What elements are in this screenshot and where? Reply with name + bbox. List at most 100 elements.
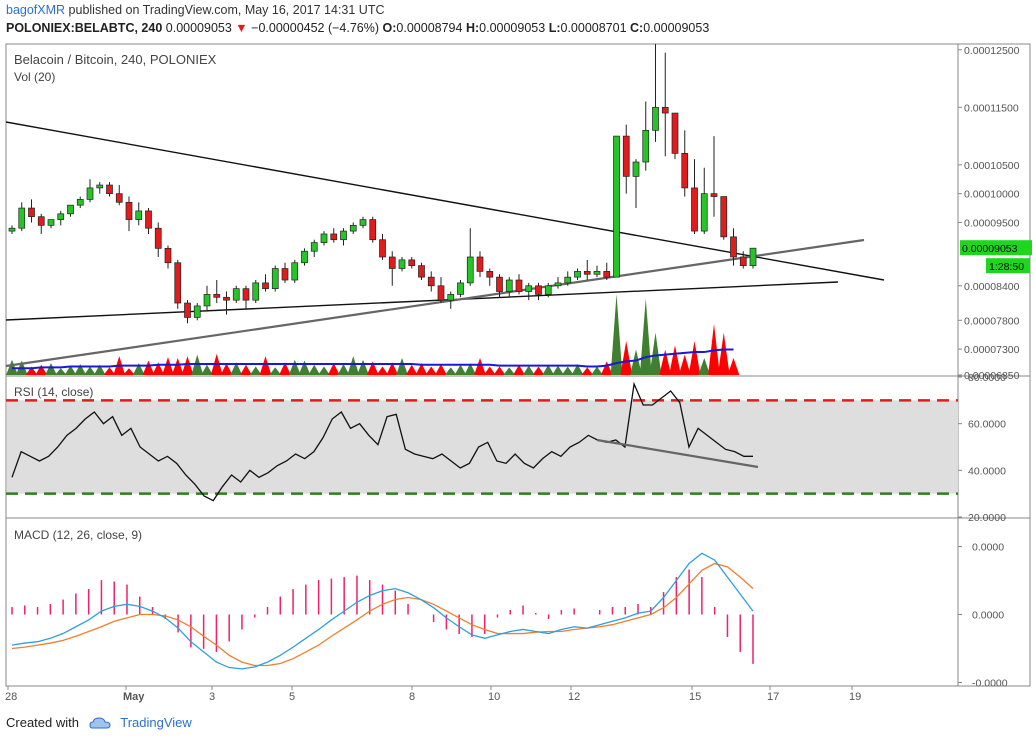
volume-mark [181,356,194,375]
candle-body [476,256,484,272]
candle-body [47,219,55,226]
last-price-tag-label: 0.00009053 [962,243,1018,255]
candle-body [418,265,425,278]
volume-mark [513,364,525,375]
candle-body [437,285,445,301]
volume-mark [493,366,506,375]
price-title: Belacoin / Bitcoin, 240, POLONIEX [14,52,217,67]
candle-body [603,271,611,278]
candle-body [388,256,396,269]
volume-mark [386,362,399,375]
macd-title: MACD (12, 26, close, 9) [14,528,142,542]
volume-mark [220,363,233,375]
volume-mark [54,368,67,375]
candle-body [57,213,65,220]
y-tick-label: 0.00012500 [964,45,1020,57]
candle-body [671,112,679,154]
candle-body [574,271,581,278]
volume-mark [103,367,116,375]
rsi-title: RSI (14, close) [14,385,93,399]
candle-body [281,268,289,281]
x-tick-label: 10 [488,691,500,703]
candle-body [700,193,708,232]
volume-mark [201,364,213,375]
volume-mark [659,349,672,375]
volume-mark [132,363,145,375]
candle-body [291,262,299,281]
candle-body [622,135,630,177]
candle-body [76,199,84,206]
volume-mark [405,364,418,375]
rsi-y-tick-label: 60.0000 [968,419,1006,431]
high-label: H: [465,21,480,35]
volume-mark [425,366,438,375]
candle-body [349,224,357,232]
candle-body [252,282,260,301]
volume-mark [600,361,613,375]
volume-mark [279,362,291,375]
macd-y-tick-label: 0.0000 [972,610,1004,622]
last-price-tag [960,240,1032,256]
candle-body [67,204,74,215]
candle-body [466,256,474,284]
candle-body [262,282,269,290]
last-price: 0.00009053 [165,21,232,35]
candle-body [223,296,230,301]
down-arrow-icon: ▼ [235,21,248,35]
rsi-band [7,400,958,494]
volume-mark [64,365,77,375]
candle-body [145,210,152,229]
candle-body [154,227,162,249]
candle-body [593,271,601,275]
candle-body [37,216,45,226]
candle-body [184,302,191,318]
volume-mark [93,364,106,375]
candle-body [710,193,718,197]
y-tick-label: 0.00009500 [964,217,1020,229]
volume-mark [162,357,174,375]
tradingview-link[interactable]: TradingView [120,715,192,730]
volume-mark [152,362,165,375]
candle-body [525,285,533,292]
volume-mark [35,364,48,375]
macd-line [11,552,754,670]
low-label: L: [548,21,561,35]
volume-mark [357,359,369,375]
y-tick-label: 0.00008400 [964,281,1020,293]
volume-mark [698,358,711,375]
volume-mark [25,366,38,375]
x-tick-label: May [123,691,145,703]
volume-mark [571,363,584,375]
x-tick-label: 5 [289,691,295,703]
volume-mark [610,294,623,375]
author-link[interactable]: bagofXMR [6,3,66,17]
candle-body [174,262,182,304]
rsi-divergence-line [596,438,759,469]
candle-body [115,193,123,203]
x-tick-label: 8 [409,691,415,703]
volume-mark [522,365,535,375]
volume-mark [171,358,184,375]
high-value: 0.00009053 [479,21,546,35]
volume-mark [269,367,282,375]
volume-mark [308,364,321,375]
candle-body [28,207,35,218]
y-tick-label: 0.00007300 [964,344,1020,356]
volume-mark [84,366,96,375]
candle-body [310,242,318,252]
published-text: published on TradingView.com, May 16, 20… [68,3,385,17]
trendline-descending [5,121,885,281]
volume-mark [444,367,457,375]
rsi-y-tick-label: 40.0000 [968,465,1006,477]
low-value: 0.00008701 [560,21,627,35]
open-value: 0.00008794 [396,21,463,35]
x-tick-label: 28 [5,691,17,703]
volume-mark [561,366,574,375]
symbol-label: POLONIEX:BELABTC, 240 [6,21,163,35]
candle-body [613,135,620,278]
candle-body [730,236,737,258]
y-tick-label: 0.00010000 [964,189,1020,201]
volume-mark [288,359,301,375]
volume-mark [318,366,330,375]
